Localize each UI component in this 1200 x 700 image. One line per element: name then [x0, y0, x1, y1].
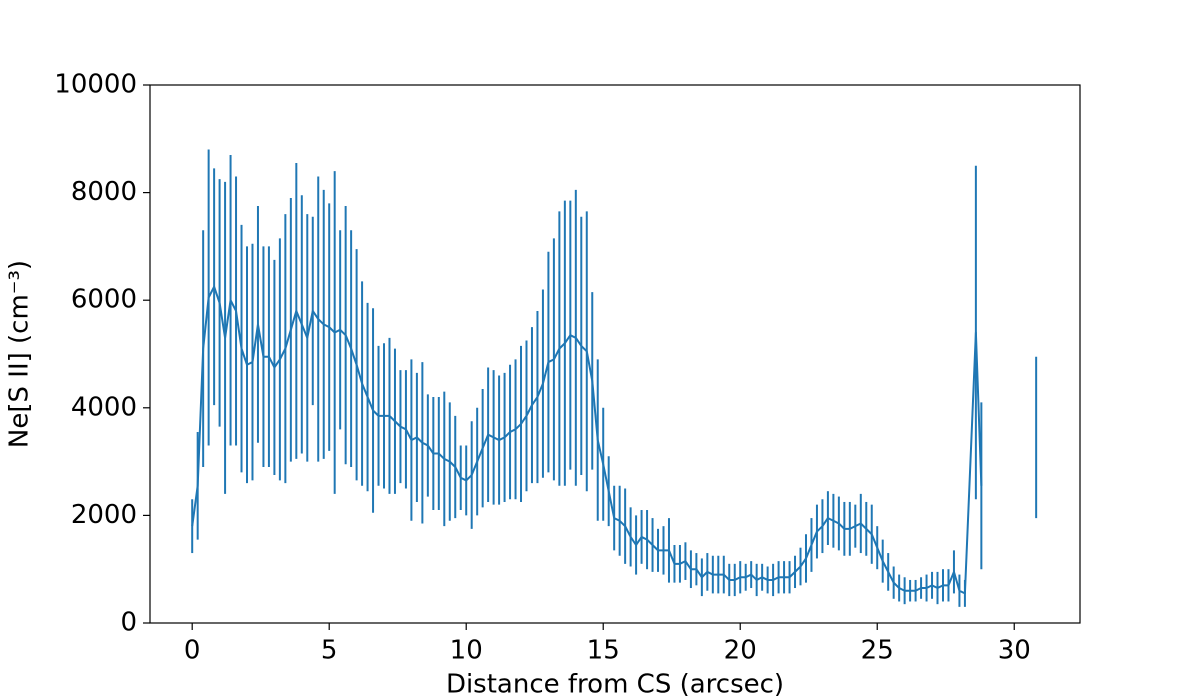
y-tick-label: 4000	[71, 392, 137, 422]
y-tick-label: 6000	[71, 285, 137, 315]
y-axis-label: Ne[S II] (cm⁻³)	[5, 260, 35, 448]
x-axis-label: Distance from CS (arcsec)	[446, 670, 784, 700]
y-tick-label: 10000	[54, 70, 137, 100]
x-tick-label: 0	[184, 636, 201, 666]
x-tick-label: 25	[861, 636, 894, 666]
plot-frame	[149, 84, 1081, 624]
x-tick-label: 20	[724, 636, 757, 666]
x-tick-label: 15	[587, 636, 620, 666]
y-tick-label: 0	[120, 608, 137, 638]
x-tick-label: 30	[998, 636, 1031, 666]
y-tick-label: 2000	[71, 500, 137, 530]
x-tick-label: 5	[321, 636, 338, 666]
x-tick-label: 10	[450, 636, 483, 666]
y-tick-label: 8000	[71, 177, 137, 207]
